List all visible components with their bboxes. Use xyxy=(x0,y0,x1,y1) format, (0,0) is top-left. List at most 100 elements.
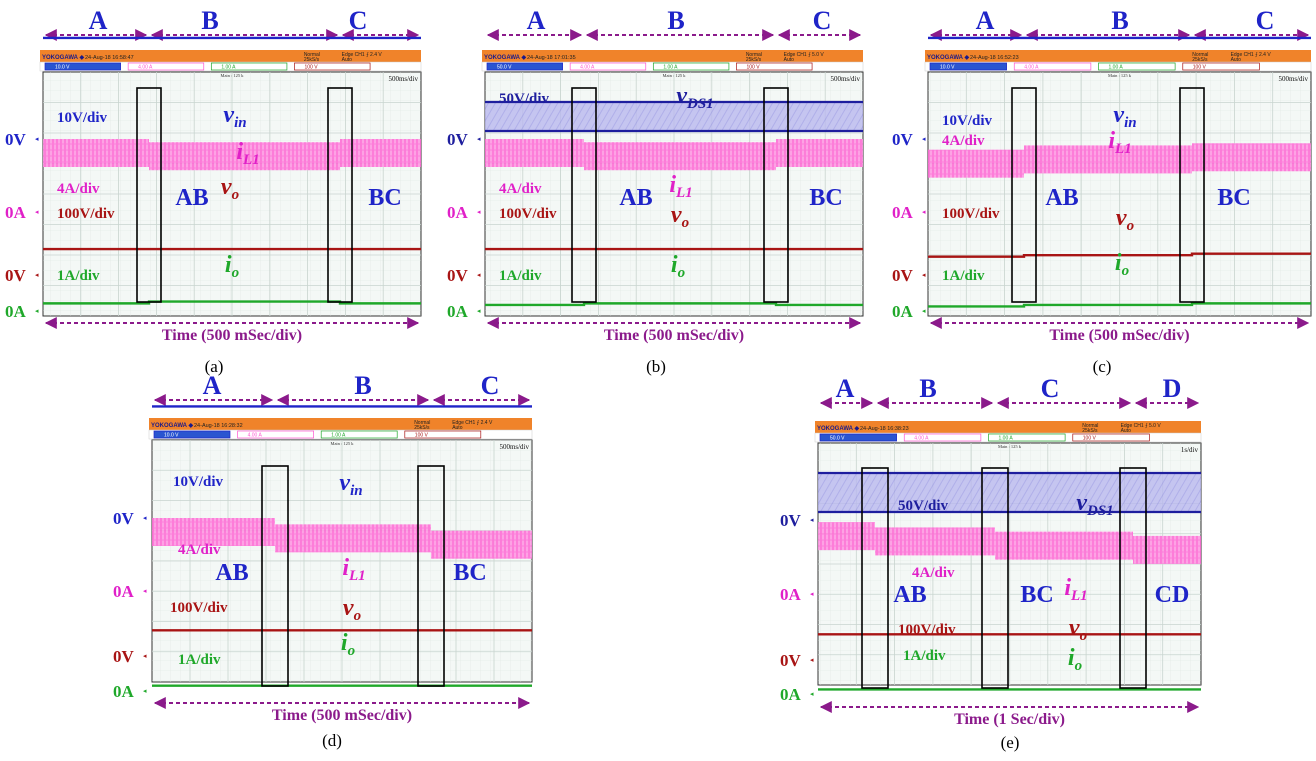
signal-name-v-o: vo xyxy=(1069,615,1087,644)
ref-marker: ◂ xyxy=(810,690,814,698)
trigger-setting: Edge CH1 ⨍ 5.0 V xyxy=(784,52,825,58)
signal-name-v-DS1: vDS1 xyxy=(1076,490,1113,519)
trace-i-o xyxy=(928,302,1311,308)
phase-label-A: A xyxy=(203,371,222,400)
signal-name-i-o: io xyxy=(1068,645,1082,674)
channel-box-1 xyxy=(44,62,121,71)
trace-iL1-band xyxy=(152,518,275,546)
ref-marker: ◂ xyxy=(922,208,926,216)
brand-logo: YOKOGAWA ◆ xyxy=(927,54,969,61)
header-bar xyxy=(40,50,421,62)
panel-caption: (e) xyxy=(1001,733,1020,752)
trace-iL1-band xyxy=(584,142,776,171)
scope-header: YOKOGAWA ◆ 24-Aug-18 16:58:47 Normal25kS/s… xyxy=(39,50,422,72)
signal-name-i-L1: iL1 xyxy=(1108,128,1131,157)
ref-label-i-o: 0A xyxy=(447,302,469,321)
phase-label-B: B xyxy=(919,374,936,403)
trace-iL1-band xyxy=(149,142,340,171)
region-label-AB: AB xyxy=(619,185,652,211)
brand-logo: YOKOGAWA ◆ xyxy=(817,425,859,432)
channel-scale-3: 1.00 A xyxy=(331,433,346,439)
ref-marker: ◂ xyxy=(922,135,926,143)
channel-scale-2: 4.00 A xyxy=(580,65,595,71)
ref-marker: ◂ xyxy=(477,135,481,143)
phase-label-C: C xyxy=(1041,374,1060,403)
panel-e: A B C D YOKOGAWA ◆ 24-Aug-18 16:38:23 Normal25… xyxy=(780,374,1202,752)
trigger-setting: Edge CH1 ⨍ 5.0 V xyxy=(1121,423,1162,429)
transition-box-BC xyxy=(981,467,1009,689)
phase-label-C: C xyxy=(1256,6,1275,35)
trace-iL1-band xyxy=(875,527,995,556)
region-label-AB: AB xyxy=(1045,185,1078,211)
ref-marker: ◂ xyxy=(477,208,481,216)
channel-scale-2: 4.00 A xyxy=(1024,65,1039,71)
ref-marker: ◂ xyxy=(35,271,39,279)
phase-label-A: A xyxy=(527,6,546,35)
panel-a: A B C YOKOGAWA ◆ 24-Aug-18 16:58:47 Normal25k… xyxy=(5,6,422,376)
trace-iL1-band xyxy=(43,139,149,167)
time-axis-label: Time (500 mSec/div) xyxy=(1049,327,1189,344)
channel-scale-1: 50.0 V xyxy=(497,65,512,71)
time-axis-label: Time (1 Sec/div) xyxy=(954,711,1065,728)
ref-label-v-in: 0V xyxy=(113,509,135,528)
channel-scale-3: 1.00 A xyxy=(999,436,1014,442)
channel-box-2 xyxy=(127,62,205,71)
scale-label-i-o: 1A/div xyxy=(57,268,100,284)
trace-iL1-band xyxy=(1192,143,1311,172)
acq-mode: Normal xyxy=(1192,52,1208,58)
channel-scale-4: 100 V xyxy=(415,433,429,439)
acq-mode: Normal xyxy=(304,52,320,58)
transition-box-AB xyxy=(261,465,289,687)
ref-label-i-L1: 0A xyxy=(892,203,914,222)
scale-label-i-L1: 4A/div xyxy=(178,542,221,558)
sample-rate: 25kS/s xyxy=(1082,428,1098,434)
channel-scale-3: 1.00 A xyxy=(663,65,678,71)
ref-label-v-DS1: 0V xyxy=(447,130,469,149)
ref-marker: ◂ xyxy=(35,307,39,315)
scale-label-i-L1: 4A/div xyxy=(912,565,955,581)
ref-label-i-L1: 0A xyxy=(113,582,135,601)
scope-header: YOKOGAWA ◆ 24-Aug-18 17:01:35 Normal25kS/s… xyxy=(481,50,864,72)
channel-box-2 xyxy=(237,430,314,439)
scope-header: YOKOGAWA ◆ 24-Aug-18 16:38:23 Normal25kS/s… xyxy=(814,421,1202,443)
acq-mode: Normal xyxy=(746,52,762,58)
phase-label-C: C xyxy=(481,371,500,400)
trace-vds1-band xyxy=(818,473,1201,512)
scale-label-v-in: 10V/div xyxy=(173,474,224,490)
phase-label-B: B xyxy=(667,6,684,35)
channel-scale-3: 1.00 A xyxy=(1109,65,1124,71)
phase-label-D: D xyxy=(1163,374,1182,403)
region-label-BC: BC xyxy=(368,185,401,211)
channel-box-4 xyxy=(404,430,482,439)
trigger-mode: Auto xyxy=(784,57,795,63)
signal-name-i-o: io xyxy=(225,252,239,281)
channel-scale-2: 4.00 A xyxy=(914,436,929,442)
channel-scale-1: 10.0 V xyxy=(940,65,955,71)
scale-label-i-L1: 4A/div xyxy=(57,181,100,197)
ref-marker: ◂ xyxy=(810,656,814,664)
ref-label-v-o: 0V xyxy=(892,266,914,285)
transition-box-AB xyxy=(136,87,162,303)
timestamp: 24-Aug-18 16:38:23 xyxy=(860,426,909,432)
channel-scale-3: 1.00 A xyxy=(221,65,236,71)
trace-i-o xyxy=(43,300,421,305)
transition-box-BC xyxy=(1179,87,1205,303)
ref-marker: ◂ xyxy=(810,516,814,524)
phase-label-A: A xyxy=(89,6,108,35)
scale-label-i-o: 1A/div xyxy=(178,652,221,668)
ref-marker: ◂ xyxy=(143,652,147,660)
phase-label-A: A xyxy=(836,374,855,403)
signal-name-i-L1: iL1 xyxy=(669,172,692,201)
channel-box-2 xyxy=(1013,62,1092,71)
signal-name-i-L1: iL1 xyxy=(342,555,365,584)
trigger-mode: Auto xyxy=(1121,428,1132,434)
trigger-setting: Edge CH1 ⨍ 2.4 V xyxy=(342,52,383,58)
panel-caption: (b) xyxy=(646,357,666,376)
ref-label-v-in: 0V xyxy=(5,130,27,149)
panel-caption: (a) xyxy=(205,357,224,376)
channel-box-4 xyxy=(294,62,371,71)
trace-iL1-band xyxy=(340,139,421,167)
timebase-readout: 500ms/div xyxy=(499,443,529,451)
signal-name-i-o: io xyxy=(1115,250,1129,279)
